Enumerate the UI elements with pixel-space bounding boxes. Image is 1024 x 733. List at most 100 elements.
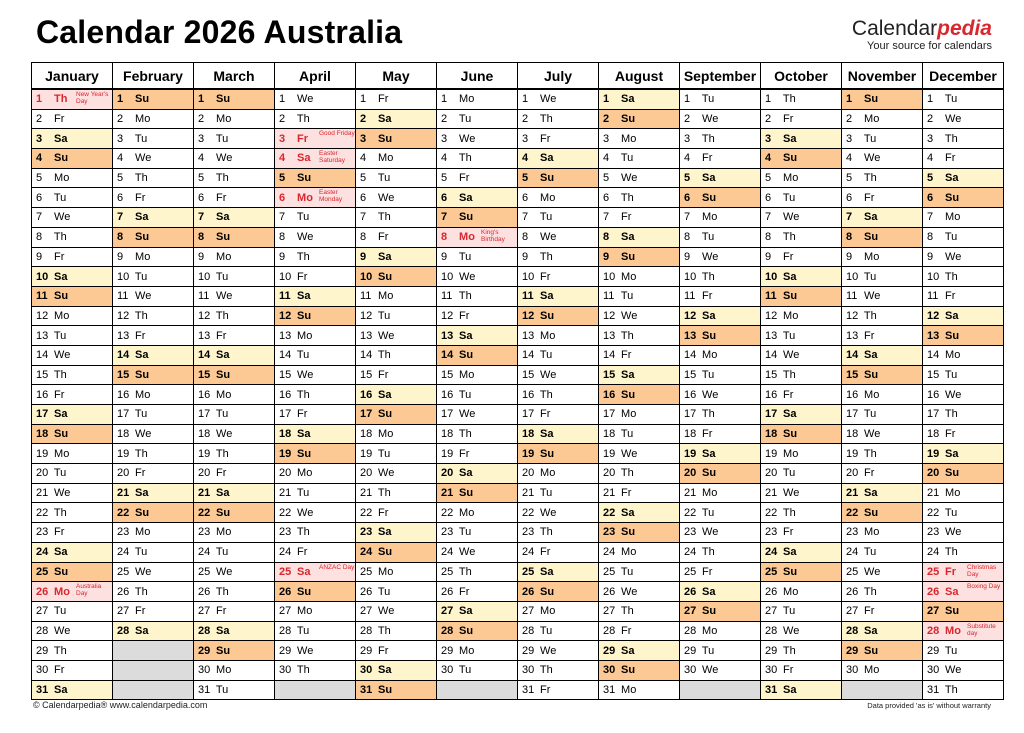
brand-logo[interactable]: Calendarpedia Your source for calendars — [852, 18, 992, 53]
day-cell: 19 Su — [274, 443, 356, 465]
day-row: 16 Fr 16 Mo 16 Mo 16 Th 16 Sa 16 Tu 16 Th 16 Su… — [31, 384, 1004, 405]
day-cell: 5 Sa — [679, 167, 761, 189]
day-cell: 9 Sa — [355, 246, 437, 268]
day-cell: 29 Tu — [679, 640, 761, 661]
day-cell: 14 We — [760, 344, 842, 366]
day-row: 1 Th New Year's Day 1 Su 1 Su 1 We 1 Fr 1 Mo 1 … — [31, 88, 1004, 110]
day-cell: 12 Mo — [31, 305, 113, 327]
day-cell: 28 Sa — [193, 620, 275, 642]
day-cell: 14 Sa — [193, 344, 275, 366]
day-cell: 14 Su — [436, 344, 518, 366]
day-cell: 15 Mo — [436, 364, 518, 386]
month-header-may: May — [355, 62, 437, 90]
day-cell: 4 Tu — [598, 148, 680, 169]
day-cell: 26 Tu — [355, 581, 437, 602]
day-cell: 10 Th — [922, 266, 1004, 287]
day-cell: 8 We — [274, 226, 356, 248]
day-cell: 19 Mo — [760, 443, 842, 465]
day-cell: 10 Tu — [193, 266, 275, 287]
day-cell: 31 Tu — [193, 679, 275, 701]
day-cell: 29 Su — [841, 640, 923, 661]
day-cell: 26 Th — [841, 581, 923, 602]
day-cell: 13 Mo — [274, 325, 356, 346]
day-row: 31 Sa 31 Tu 31 Su 31 Fr 31 Mo 31 Sa 31 Th — [31, 679, 1004, 701]
day-cell: 6 Su — [922, 187, 1004, 209]
holiday-cell: 3 Fr Good Friday — [274, 128, 356, 150]
day-cell: 7 Th — [355, 207, 437, 228]
day-cell: 22 Su — [112, 502, 194, 524]
day-cell: 10 We — [436, 266, 518, 287]
day-cell: 12 Sa — [922, 305, 1004, 327]
page-title: Calendar 2026 Australia — [36, 14, 403, 50]
day-row: 21 We 21 Sa 21 Sa 21 Tu 21 Th 21 Su 21 Tu 21 Fr… — [31, 482, 1004, 504]
day-cell: 26 Mo — [760, 581, 842, 602]
day-cell: 31 Th — [922, 679, 1004, 701]
day-cell: 22 We — [274, 502, 356, 524]
footer-copyright: © Calendarpedia® www.calendarpedia.com — [33, 700, 208, 710]
day-row: 8 Th 8 Su 8 Su 8 We 8 Fr 8 Mo King's Birthday 8… — [31, 226, 1004, 248]
day-cell: 8 Su — [193, 226, 275, 248]
day-cell: 29 Tu — [922, 640, 1004, 661]
day-cell: 12 Fr — [436, 305, 518, 327]
day-cell: 10 Su — [355, 266, 437, 287]
day-cell: 2 Mo — [112, 108, 194, 130]
day-cell: 13 Mo — [517, 325, 599, 346]
calendar-grid: January February March April May June July Augu… — [31, 62, 1004, 701]
month-header-april: April — [274, 62, 356, 90]
day-cell: 22 Fr — [355, 502, 437, 524]
day-cell: 8 Su — [112, 226, 194, 248]
day-cell: 12 Sa — [679, 305, 761, 327]
day-cell: 31 Sa — [760, 679, 842, 701]
month-header-december: December — [922, 62, 1004, 90]
day-cell: 15 We — [274, 364, 356, 386]
day-cell: 18 Fr — [922, 423, 1004, 445]
day-cell: 23 Mo — [112, 522, 194, 543]
day-cell: 5 Tu — [355, 167, 437, 189]
day-cell: 16 Su — [598, 384, 680, 405]
day-cell: 23 Fr — [760, 522, 842, 543]
day-cell: 7 Mo — [922, 207, 1004, 228]
day-row: 29 Th 29 Su 29 We 29 Fr 29 Mo 29 We 29 Sa 29 Tu… — [31, 640, 1004, 661]
day-cell: 21 Sa — [112, 482, 194, 504]
day-cell: 18 We — [193, 423, 275, 445]
day-row: 4 Su 4 We 4 We 4 Sa Easter Saturday 4 Mo 4 Th 4… — [31, 148, 1004, 169]
month-header-september: September — [679, 62, 761, 90]
day-cell: 24 Th — [922, 541, 1004, 563]
day-cell: 29 Su — [193, 640, 275, 661]
day-cell: 30 Tu — [436, 659, 518, 681]
holiday-cell: 8 Mo King's Birthday — [436, 226, 518, 248]
day-cell: 4 Sa — [517, 148, 599, 169]
day-cell: 7 Sa — [193, 207, 275, 228]
day-cell: 8 Tu — [679, 226, 761, 248]
day-cell: 2 Mo — [193, 108, 275, 130]
day-cell: 9 Fr — [760, 246, 842, 268]
day-cell: 25 We — [841, 561, 923, 583]
day-cell: 20 Fr — [841, 463, 923, 484]
day-cell: 6 Fr — [112, 187, 194, 209]
day-cell: 11 Tu — [598, 285, 680, 307]
month-header-february: February — [112, 62, 194, 90]
day-cell: 16 Mo — [193, 384, 275, 405]
day-cell: 7 Mo — [679, 207, 761, 228]
day-cell: 21 Su — [436, 482, 518, 504]
day-cell: 12 Mo — [760, 305, 842, 327]
day-cell: 5 We — [598, 167, 680, 189]
day-cell: 6 Sa — [436, 187, 518, 209]
day-cell: 6 Tu — [760, 187, 842, 209]
day-cell: 10 Mo — [598, 266, 680, 287]
day-cell: 26 Fr — [436, 581, 518, 602]
day-row: 22 Th 22 Su 22 Su 22 We 22 Fr 22 Mo 22 We 22 Sa… — [31, 502, 1004, 524]
day-row: 6 Tu 6 Fr 6 Fr 6 Mo Easter Monday 6 We 6 Sa 6 M… — [31, 187, 1004, 209]
day-cell: 25 We — [193, 561, 275, 583]
day-cell: 17 Sa — [31, 404, 113, 425]
day-cell: 1 Tu — [679, 88, 761, 110]
day-cell: 17 Th — [922, 404, 1004, 425]
day-cell: 27 Mo — [274, 600, 356, 622]
day-cell: 10 Fr — [274, 266, 356, 287]
day-cell: 15 Tu — [679, 364, 761, 386]
day-cell: 15 Su — [193, 364, 275, 386]
day-cell: 3 Th — [922, 128, 1004, 150]
day-cell: 15 Th — [760, 364, 842, 386]
day-row: 3 Sa 3 Tu 3 Tu 3 Fr Good Friday 3 Su 3 We 3 Fr 3… — [31, 128, 1004, 150]
day-cell: 5 Th — [841, 167, 923, 189]
